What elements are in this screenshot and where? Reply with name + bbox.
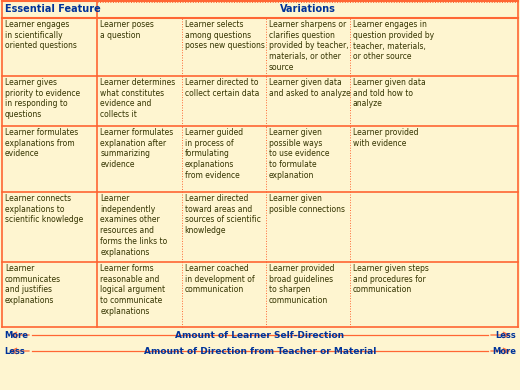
Text: Amount of Learner Self-Direction: Amount of Learner Self-Direction xyxy=(175,330,345,340)
Text: Learner sharpens or
clarifies question
provided by teacher,
materials, or other
: Learner sharpens or clarifies question p… xyxy=(269,20,348,72)
Text: Learner coached
in development of
communication: Learner coached in development of commun… xyxy=(185,264,254,294)
Text: Learner
independently
examines other
resources and
forms the links to
explanatio: Learner independently examines other res… xyxy=(100,194,168,257)
Text: Learner
communicates
and justifies
explanations: Learner communicates and justifies expla… xyxy=(5,264,61,305)
Text: Learner determines
what constitutes
evidence and
collects it: Learner determines what constitutes evid… xyxy=(100,78,176,119)
Text: Learner given
possible ways
to use evidence
to formulate
explanation: Learner given possible ways to use evide… xyxy=(269,128,329,180)
Text: Learner provided
with evidence: Learner provided with evidence xyxy=(353,128,418,148)
Text: Learner given steps
and procedures for
communication: Learner given steps and procedures for c… xyxy=(353,264,428,294)
Text: Learner engages in
question provided by
teacher, materials,
or other source: Learner engages in question provided by … xyxy=(353,20,434,61)
Text: Learner selects
among questions
poses new questions: Learner selects among questions poses ne… xyxy=(185,20,265,50)
Text: More: More xyxy=(4,330,28,340)
Text: Learner directed
toward areas and
sources of scientific
knowledge: Learner directed toward areas and source… xyxy=(185,194,261,235)
Text: Less: Less xyxy=(495,330,516,340)
Text: Learner connects
explanations to
scientific knowledge: Learner connects explanations to scienti… xyxy=(5,194,83,225)
Text: Less: Less xyxy=(4,346,25,356)
Text: Learner forms
reasonable and
logical argument
to communicate
explanations: Learner forms reasonable and logical arg… xyxy=(100,264,165,316)
Text: Learner directed to
collect certain data: Learner directed to collect certain data xyxy=(185,78,259,98)
Text: More: More xyxy=(492,346,516,356)
Text: Learner formulates
explanation after
summarizing
evidence: Learner formulates explanation after sum… xyxy=(100,128,174,169)
Text: Learner formulates
explanations from
evidence: Learner formulates explanations from evi… xyxy=(5,128,78,158)
Text: Essential Feature: Essential Feature xyxy=(5,5,101,14)
Text: Learner given data
and asked to analyze: Learner given data and asked to analyze xyxy=(269,78,350,98)
Text: Learner given data
and told how to
analyze: Learner given data and told how to analy… xyxy=(353,78,425,108)
Text: Variations: Variations xyxy=(280,5,336,14)
Text: Amount of Direction from Teacher or Material: Amount of Direction from Teacher or Mate… xyxy=(144,346,376,356)
Text: Learner gives
priority to evidence
in responding to
questions: Learner gives priority to evidence in re… xyxy=(5,78,80,119)
Text: Learner guided
in process of
formulating
explanations
from evidence: Learner guided in process of formulating… xyxy=(185,128,243,180)
Text: Learner provided
broad guidelines
to sharpen
communication: Learner provided broad guidelines to sha… xyxy=(269,264,334,305)
Text: Learner engages
in scientifically
oriented questions: Learner engages in scientifically orient… xyxy=(5,20,77,50)
Text: Learner poses
a question: Learner poses a question xyxy=(100,20,154,40)
Text: Learner given
posible connections: Learner given posible connections xyxy=(269,194,345,214)
